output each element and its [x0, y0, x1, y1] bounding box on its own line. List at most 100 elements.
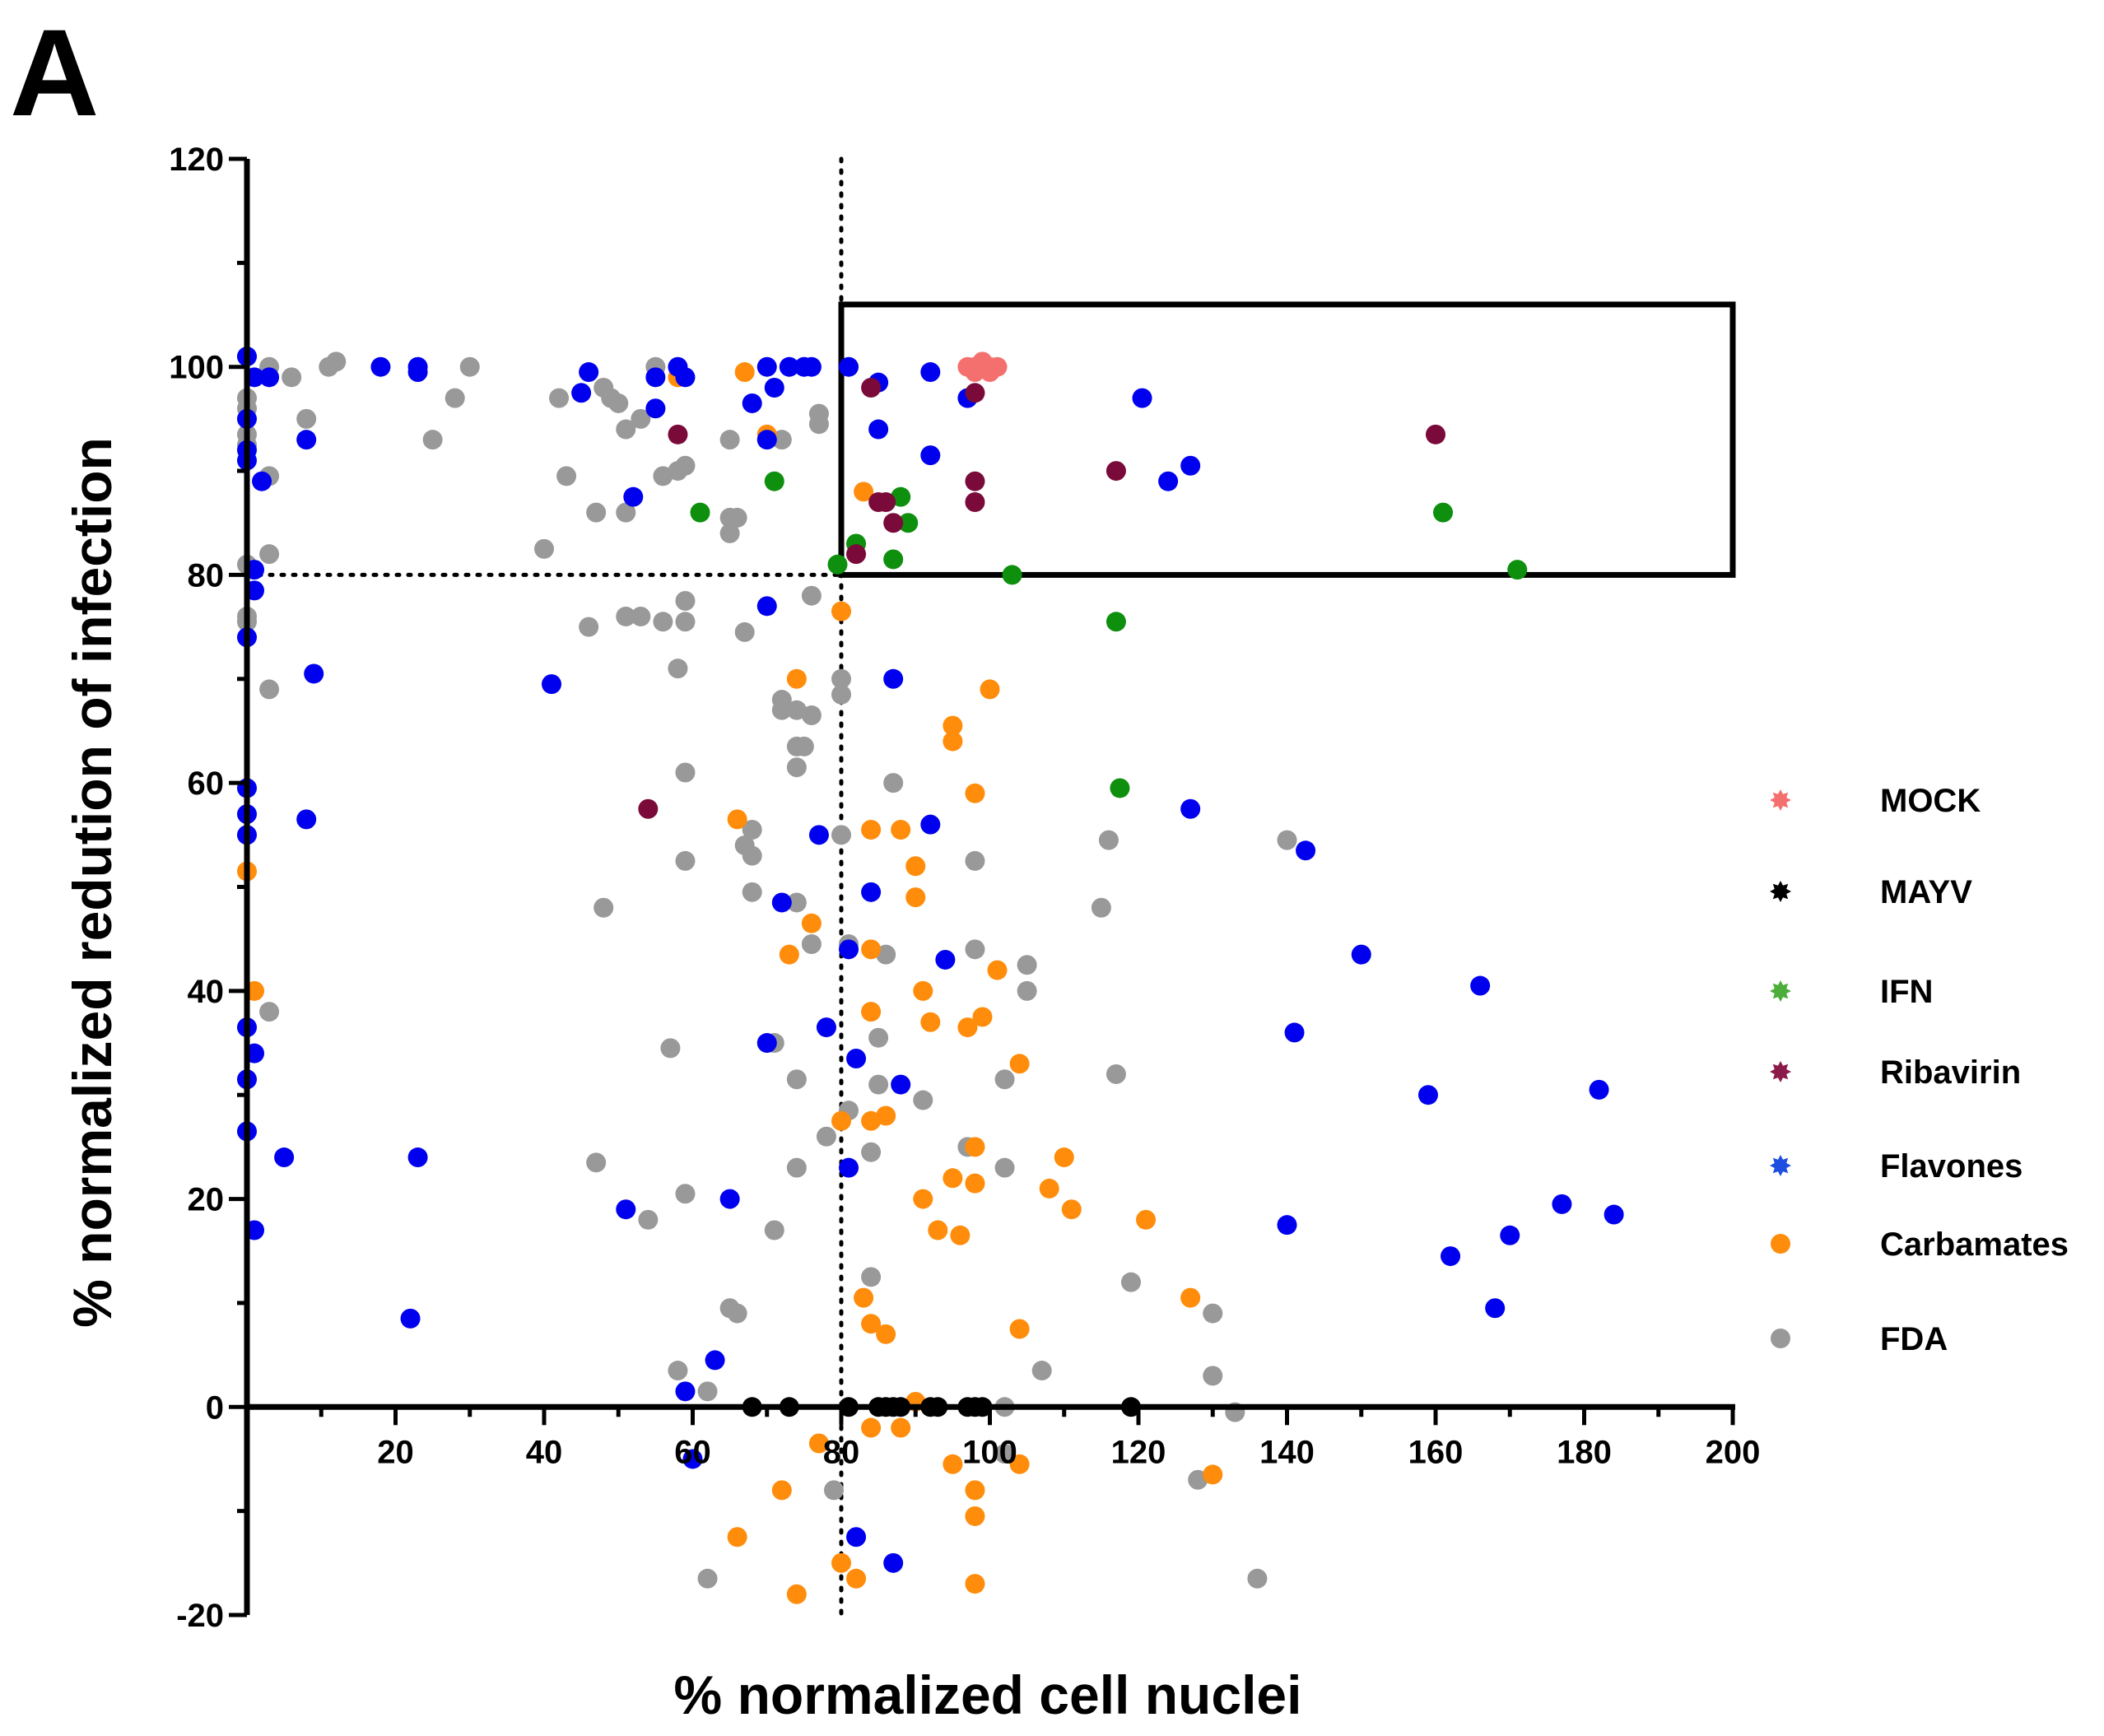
data-point-flavones — [756, 596, 777, 617]
data-point-flavones — [846, 1048, 867, 1068]
data-point-flavones — [868, 419, 889, 440]
data-point-flavones — [274, 1147, 295, 1168]
data-point-fda — [616, 419, 636, 440]
data-point-flavones — [252, 471, 272, 491]
legend-label-mayv: MAYV — [1880, 874, 1972, 910]
data-point-flavones — [1552, 1194, 1572, 1214]
data-point-fda — [638, 1209, 659, 1230]
data-point-carbamates — [1039, 1178, 1059, 1198]
y-tick-label: 100 — [169, 350, 224, 386]
data-point-fda — [1120, 1272, 1141, 1292]
data-point-fda — [326, 351, 347, 372]
y-tick-label: -20 — [176, 1598, 224, 1634]
data-point-fda — [675, 1184, 696, 1204]
data-point-carbamates — [1009, 1319, 1030, 1339]
data-point-fda — [801, 585, 822, 606]
data-point-flavones — [1180, 798, 1201, 819]
data-point-carbamates — [891, 820, 911, 840]
x-tick-label: 20 — [377, 1434, 414, 1470]
data-point-fda — [1031, 1361, 1052, 1381]
data-point-fda — [734, 621, 755, 642]
data-point-fda — [801, 705, 822, 726]
data-point-carbamates — [861, 1417, 882, 1438]
data-point-carbamates — [876, 1324, 896, 1344]
data-point-fda — [675, 850, 696, 871]
data-point-carbamates — [861, 1314, 882, 1334]
data-point-flavones — [861, 882, 882, 902]
data-point-fda — [868, 1074, 889, 1095]
legend-marker-mock — [1770, 789, 1791, 811]
data-point-flavones — [771, 892, 792, 913]
data-point-fda — [742, 882, 762, 902]
data-point-carbamates — [861, 820, 882, 840]
data-point-fda — [727, 1303, 747, 1324]
data-point-fda — [631, 606, 651, 626]
data-point-carbamates — [965, 1574, 985, 1594]
data-point-fda — [616, 502, 636, 523]
data-point-ifn — [1106, 612, 1126, 632]
data-point-carbamates — [950, 1225, 971, 1245]
data-point-carbamates — [913, 1189, 933, 1209]
data-point-flavones — [1441, 1246, 1461, 1267]
data-point-fda — [994, 1069, 1015, 1090]
legend-label-fda: FDA — [1880, 1321, 1948, 1357]
data-point-flavones — [623, 486, 644, 507]
legend-label-mock: MOCK — [1880, 783, 1981, 819]
data-point-flavones — [1132, 388, 1152, 408]
data-point-carbamates — [831, 601, 851, 621]
data-point-fda — [771, 700, 792, 720]
data-point-carbamates — [846, 1568, 867, 1589]
data-point-carbamates — [913, 980, 933, 1001]
data-point-ribavirin — [883, 513, 904, 533]
data-point-carbamates — [771, 1480, 792, 1501]
data-point-ribavirin — [965, 491, 985, 512]
data-point-carbamates — [980, 679, 1000, 700]
data-point-ribavirin — [846, 544, 867, 565]
data-point-flavones — [883, 1552, 904, 1573]
data-point-fda — [786, 892, 807, 913]
data-point-flavones — [571, 383, 592, 403]
data-point-flavones — [705, 1350, 725, 1371]
data-point-flavones — [370, 356, 391, 377]
data-point-flavones — [1417, 1085, 1438, 1105]
data-point-flavones — [756, 1033, 777, 1054]
data-point-fda — [1098, 830, 1119, 850]
data-point-fda — [868, 1027, 889, 1048]
y-tick-label: 120 — [169, 142, 224, 178]
data-point-carbamates — [861, 1110, 882, 1131]
data-point-carbamates — [965, 1137, 985, 1157]
legend-marker-fda — [1771, 1329, 1790, 1348]
data-point-fda — [794, 736, 814, 756]
y-tick-label: 60 — [188, 766, 225, 802]
data-point-flavones — [935, 949, 956, 970]
data-point-fda — [675, 591, 696, 612]
data-point-fda — [593, 897, 614, 918]
data-point-flavones — [920, 445, 941, 466]
data-point-fda — [579, 617, 599, 637]
data-point-fda — [861, 1142, 882, 1162]
data-point-flavones — [756, 356, 777, 377]
data-point-carbamates — [965, 783, 985, 803]
data-point-flavones — [883, 668, 904, 689]
data-point-carbamates — [1009, 1454, 1030, 1474]
data-point-flavones — [542, 674, 562, 695]
data-point-flavones — [719, 1189, 740, 1209]
data-point-fda — [668, 659, 688, 679]
data-point-carbamates — [786, 1584, 807, 1604]
data-point-fda — [1277, 830, 1297, 850]
data-point-flavones — [1284, 1022, 1305, 1043]
data-point-fda — [876, 944, 896, 965]
data-point-flavones — [407, 1147, 428, 1168]
data-point-flavones — [1351, 944, 1371, 965]
data-point-flavones — [675, 367, 696, 388]
data-point-fda — [1203, 1366, 1223, 1386]
x-axis-title: % normalized cell nuclei — [674, 1664, 1302, 1725]
data-point-fda — [831, 668, 851, 689]
data-point-carbamates — [965, 1480, 985, 1501]
data-point-ribavirin — [876, 491, 896, 512]
data-point-ribavirin — [668, 424, 688, 444]
data-point-fda — [296, 408, 317, 429]
data-point-fda — [556, 466, 577, 486]
data-point-fda — [742, 820, 762, 840]
data-point-flavones — [742, 393, 762, 413]
